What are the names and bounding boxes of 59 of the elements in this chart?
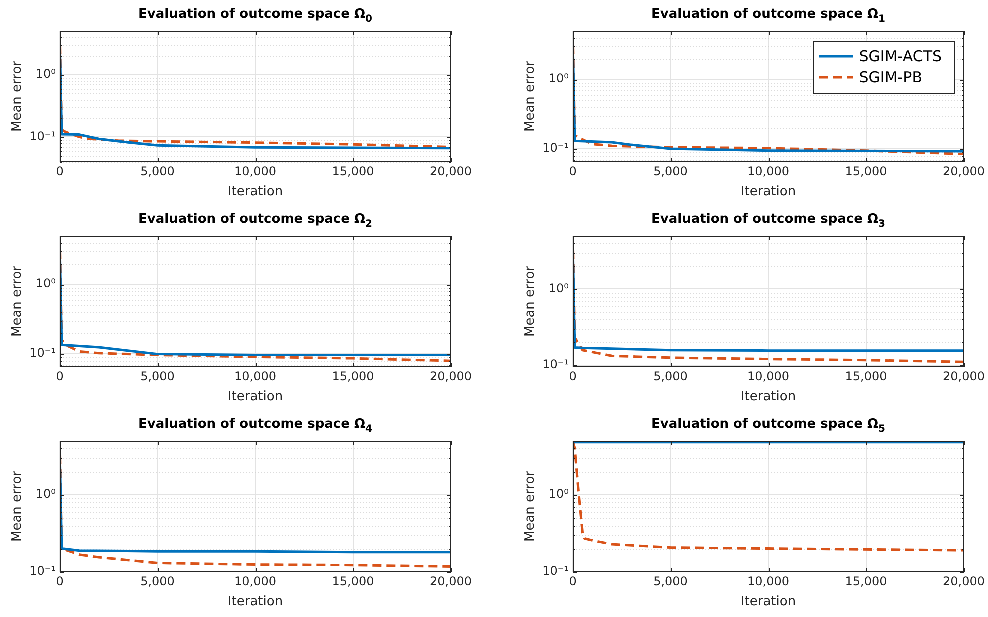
line-series <box>573 236 964 364</box>
x-tick-label: 10,000 <box>748 369 790 384</box>
y-axis-title: Mean error <box>10 60 26 132</box>
x-tick-label: 5,000 <box>140 164 175 178</box>
x-tick-label: 15,000 <box>845 164 888 178</box>
x-tick-label: 15,000 <box>332 369 374 384</box>
y-axis-title: Mean error <box>523 470 538 542</box>
x-tick-label: 0 <box>569 574 577 588</box>
y-axis-title: Mean error <box>10 470 26 542</box>
y-tick-label: 10⁻¹ <box>542 564 570 578</box>
x-axis-title: Iteration <box>740 390 796 405</box>
x-tick-label: 10,000 <box>234 164 276 178</box>
x-axis-title: Iteration <box>228 594 284 610</box>
x-tick-label: 15,000 <box>845 369 888 384</box>
legend-label: SGIM-ACTS <box>859 47 942 66</box>
x-axis-title: Iteration <box>228 184 284 200</box>
line-series <box>60 441 451 568</box>
x-tick-label: 0 <box>56 369 64 384</box>
x-tick-label: 20,000 <box>943 369 985 384</box>
x-tick-label: 5,000 <box>654 574 688 588</box>
x-axis-title: Iteration <box>740 594 796 610</box>
y-tick-label: 10⁰ <box>36 276 56 291</box>
line-series <box>573 441 964 552</box>
y-tick-label: 10⁰ <box>548 72 570 86</box>
y-tick-label: 10⁰ <box>36 487 56 502</box>
y-tick-label: 10⁻¹ <box>30 346 56 360</box>
y-tick-label: 10⁻¹ <box>30 129 56 144</box>
y-axis-title: Mean error <box>523 265 538 338</box>
x-tick-label: 5,000 <box>140 369 175 384</box>
x-tick-label: 0 <box>56 164 64 178</box>
y-tick-label: 10⁰ <box>548 487 570 502</box>
y-axis-title: Mean error <box>523 60 538 132</box>
x-tick-label: 5,000 <box>140 574 175 588</box>
x-tick-label: 10,000 <box>748 574 790 588</box>
x-tick-label: 0 <box>569 164 577 178</box>
x-axis-title: Iteration <box>740 184 796 200</box>
y-tick-label: 10⁰ <box>36 66 56 81</box>
y-tick-label: 10⁻¹ <box>542 141 570 156</box>
legend-label: SGIM-PB <box>859 68 923 86</box>
x-tick-label: 15,000 <box>332 164 374 178</box>
y-tick-label: 10⁰ <box>548 281 570 296</box>
x-axis-title: Iteration <box>228 390 284 405</box>
x-tick-label: 5,000 <box>654 369 688 384</box>
x-tick-label: 15,000 <box>845 574 888 588</box>
x-tick-label: 20,000 <box>430 369 472 384</box>
x-tick-label: 5,000 <box>654 164 688 178</box>
x-tick-label: 10,000 <box>234 369 276 384</box>
x-tick-label: 10,000 <box>234 574 276 588</box>
x-tick-label: 0 <box>569 369 577 384</box>
x-tick-label: 10,000 <box>748 164 790 178</box>
y-tick-label: 10⁻¹ <box>542 357 570 372</box>
x-tick-label: 20,000 <box>430 164 472 178</box>
x-tick-label: 15,000 <box>332 574 374 588</box>
x-tick-label: 20,000 <box>943 164 985 178</box>
y-axis-title: Mean error <box>10 265 26 338</box>
x-tick-label: 20,000 <box>430 574 472 588</box>
y-tick-label: 10⁻¹ <box>30 564 56 578</box>
x-tick-label: 20,000 <box>943 574 985 588</box>
x-tick-label: 0 <box>56 574 64 588</box>
